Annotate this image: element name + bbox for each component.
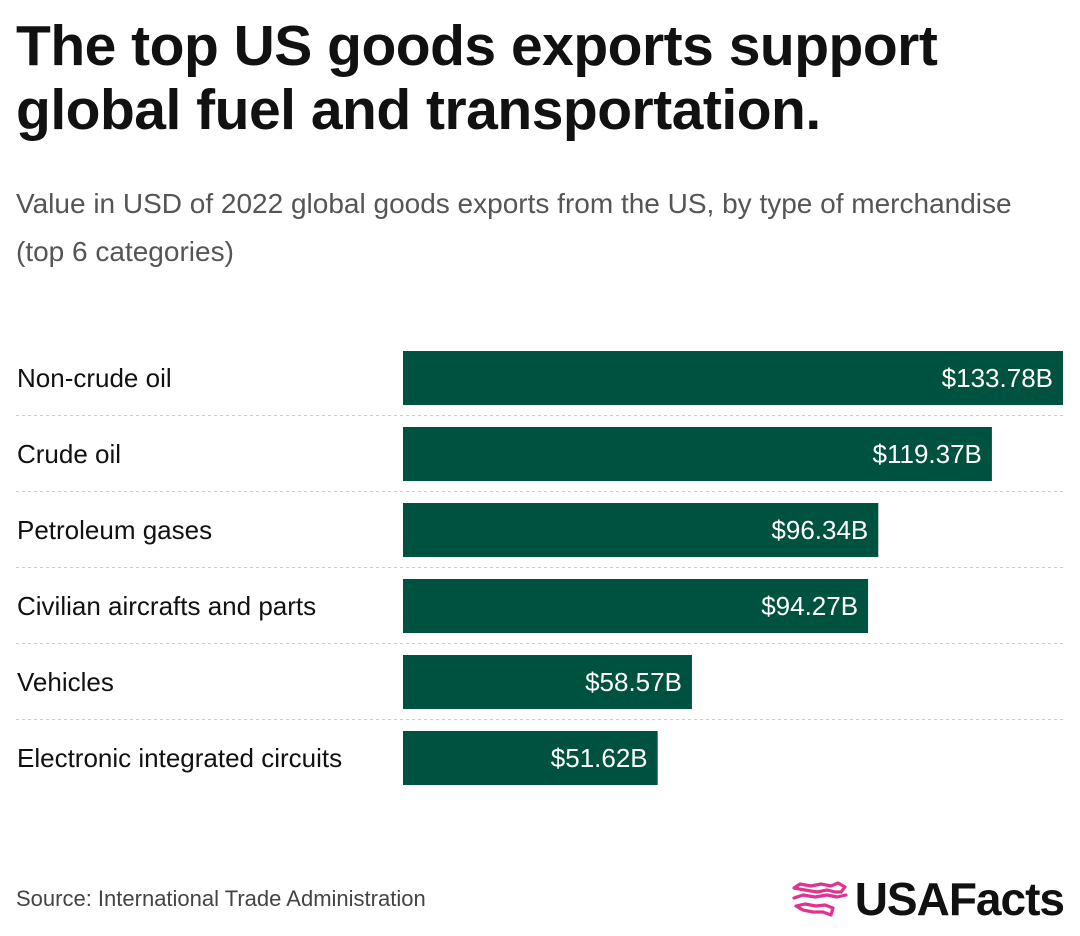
bar-value-label: $96.34B: [771, 515, 868, 545]
brand-logo: USAFacts: [791, 872, 1065, 926]
usa-map-logo-icon: [792, 881, 848, 917]
chart-subtitle: Value in USD of 2022 global goods export…: [16, 188, 1012, 267]
bar: [403, 427, 992, 481]
category-label: Vehicles: [17, 667, 114, 697]
category-label: Crude oil: [17, 439, 121, 469]
bar: [403, 351, 1063, 405]
category-label: Petroleum gases: [17, 515, 212, 545]
bar-chart: Non-crude oil $133.78B Crude oil $119.37B Pe…: [16, 351, 1063, 785]
bar-value-label: $119.37B: [873, 439, 982, 469]
chart-title: The top US goods exports support global …: [16, 14, 938, 142]
category-label: Electronic integrated circuits: [17, 743, 342, 773]
bar: [403, 503, 879, 557]
bar-value-label: $58.57B: [585, 667, 682, 697]
brand-name: USAFacts: [854, 873, 1065, 925]
bar: [403, 731, 658, 785]
bar-value-label: $51.62B: [551, 743, 648, 773]
bar-value-label: $94.27B: [761, 591, 858, 621]
category-label: Non-crude oil: [17, 363, 172, 393]
bar: [403, 579, 869, 633]
bar-value-label: $133.78B: [942, 363, 1053, 393]
bar: [403, 655, 692, 709]
source-note: Source: International Trade Administrati…: [16, 886, 426, 911]
category-label: Civilian aircrafts and parts: [17, 591, 316, 621]
